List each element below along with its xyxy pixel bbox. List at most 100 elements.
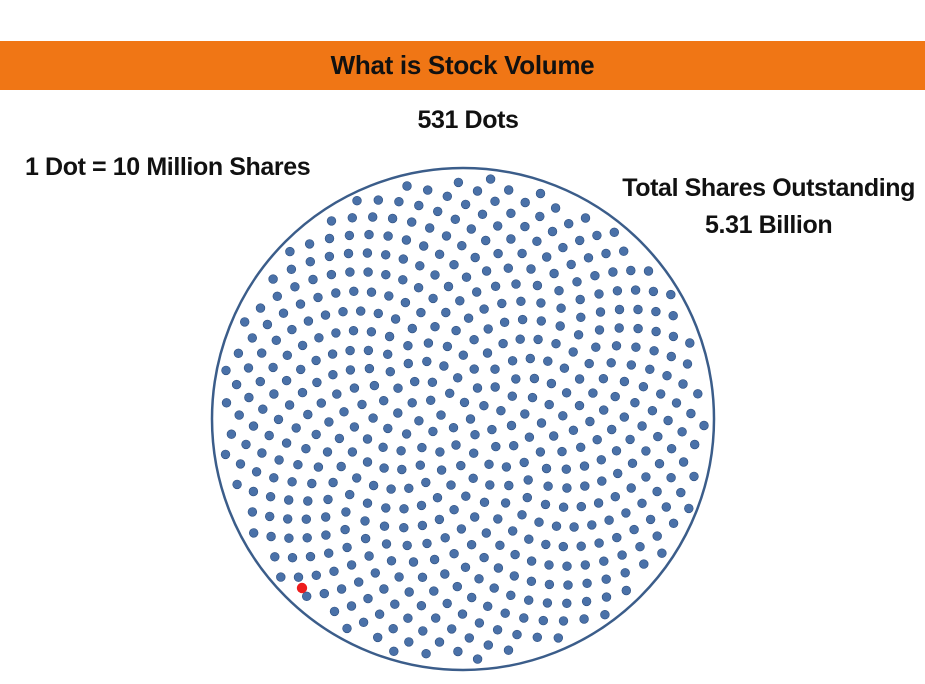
share-dot <box>387 556 396 565</box>
share-dot <box>452 441 461 450</box>
share-dot <box>433 207 442 216</box>
share-dot <box>450 549 459 558</box>
share-dot <box>292 424 301 433</box>
share-dot <box>656 390 665 399</box>
share-dot <box>389 624 398 633</box>
share-dot <box>383 424 392 433</box>
share-dot <box>634 324 643 333</box>
share-dot <box>365 230 374 239</box>
share-dot <box>323 448 332 457</box>
share-dot <box>648 406 657 415</box>
share-dot <box>404 638 413 647</box>
share-dot <box>330 567 339 576</box>
share-dot <box>559 542 568 551</box>
share-dot <box>667 473 676 482</box>
share-dot <box>248 508 257 517</box>
share-dot <box>628 459 637 468</box>
share-dot <box>443 599 452 608</box>
share-dot <box>265 431 274 440</box>
share-dot <box>381 504 390 513</box>
share-dot <box>591 343 600 352</box>
share-dot <box>634 305 643 314</box>
share-dot <box>491 442 500 451</box>
share-dot <box>324 549 333 558</box>
share-dot <box>465 634 474 643</box>
share-dot <box>414 201 423 210</box>
share-dot <box>272 336 281 345</box>
share-dot <box>235 411 244 420</box>
share-dot <box>612 533 621 542</box>
share-dot <box>349 287 358 296</box>
share-dot <box>403 541 412 550</box>
share-dot <box>664 416 673 425</box>
share-dot <box>611 492 620 501</box>
share-dot <box>521 198 530 207</box>
share-dot <box>447 625 456 634</box>
share-dot <box>511 375 520 384</box>
share-dot <box>314 463 323 472</box>
share-dot <box>513 630 522 639</box>
share-dot <box>667 444 676 453</box>
share-dot <box>374 309 383 318</box>
share-dot <box>408 324 417 333</box>
share-dot <box>418 521 427 530</box>
share-dot <box>353 196 362 205</box>
share-dot <box>428 378 437 387</box>
share-dot <box>530 374 539 383</box>
share-dot <box>542 253 551 262</box>
share-dot <box>499 339 508 348</box>
share-dot <box>252 467 261 476</box>
share-dot <box>404 341 413 350</box>
share-dot <box>591 271 600 280</box>
share-dot <box>404 359 413 368</box>
share-dot <box>586 417 595 426</box>
share-dot <box>409 558 418 567</box>
share-dot <box>507 421 516 430</box>
share-dot <box>329 478 338 487</box>
share-dot <box>574 330 583 339</box>
share-dot <box>421 478 430 487</box>
share-dot <box>313 378 322 387</box>
share-dot <box>663 371 672 380</box>
share-dot <box>475 619 484 628</box>
share-dot <box>669 519 678 528</box>
share-dot <box>593 435 602 444</box>
share-dot <box>315 333 324 342</box>
share-dot <box>441 308 450 317</box>
share-dot <box>232 380 241 389</box>
share-dot <box>619 247 628 256</box>
share-dot <box>331 289 340 298</box>
share-dot <box>258 405 267 414</box>
share-dot <box>481 236 490 245</box>
share-dot <box>453 373 462 382</box>
share-dot <box>599 406 608 415</box>
share-dot <box>576 313 585 322</box>
share-dot <box>500 318 509 327</box>
share-dot <box>397 465 406 474</box>
share-dot <box>504 646 513 655</box>
share-dot <box>408 398 417 407</box>
share-dot <box>312 571 321 580</box>
share-dot <box>650 346 659 355</box>
share-dot <box>555 286 564 295</box>
share-dot <box>501 609 510 618</box>
share-dot <box>429 587 438 596</box>
share-dot <box>349 326 358 335</box>
share-dot <box>269 363 278 372</box>
share-dot <box>397 446 406 455</box>
share-dot <box>585 359 594 368</box>
share-dot <box>415 261 424 270</box>
share-dot <box>402 236 411 245</box>
share-dot <box>387 485 396 494</box>
share-dot <box>222 398 231 407</box>
share-dot <box>679 380 688 389</box>
share-dot <box>345 231 354 240</box>
share-dot <box>559 243 568 252</box>
share-dot <box>388 214 397 223</box>
share-dot <box>345 490 354 499</box>
share-dot <box>380 464 389 473</box>
share-dot <box>562 465 571 474</box>
share-dot <box>460 398 469 407</box>
share-dot <box>491 365 500 374</box>
share-dot <box>273 292 282 301</box>
